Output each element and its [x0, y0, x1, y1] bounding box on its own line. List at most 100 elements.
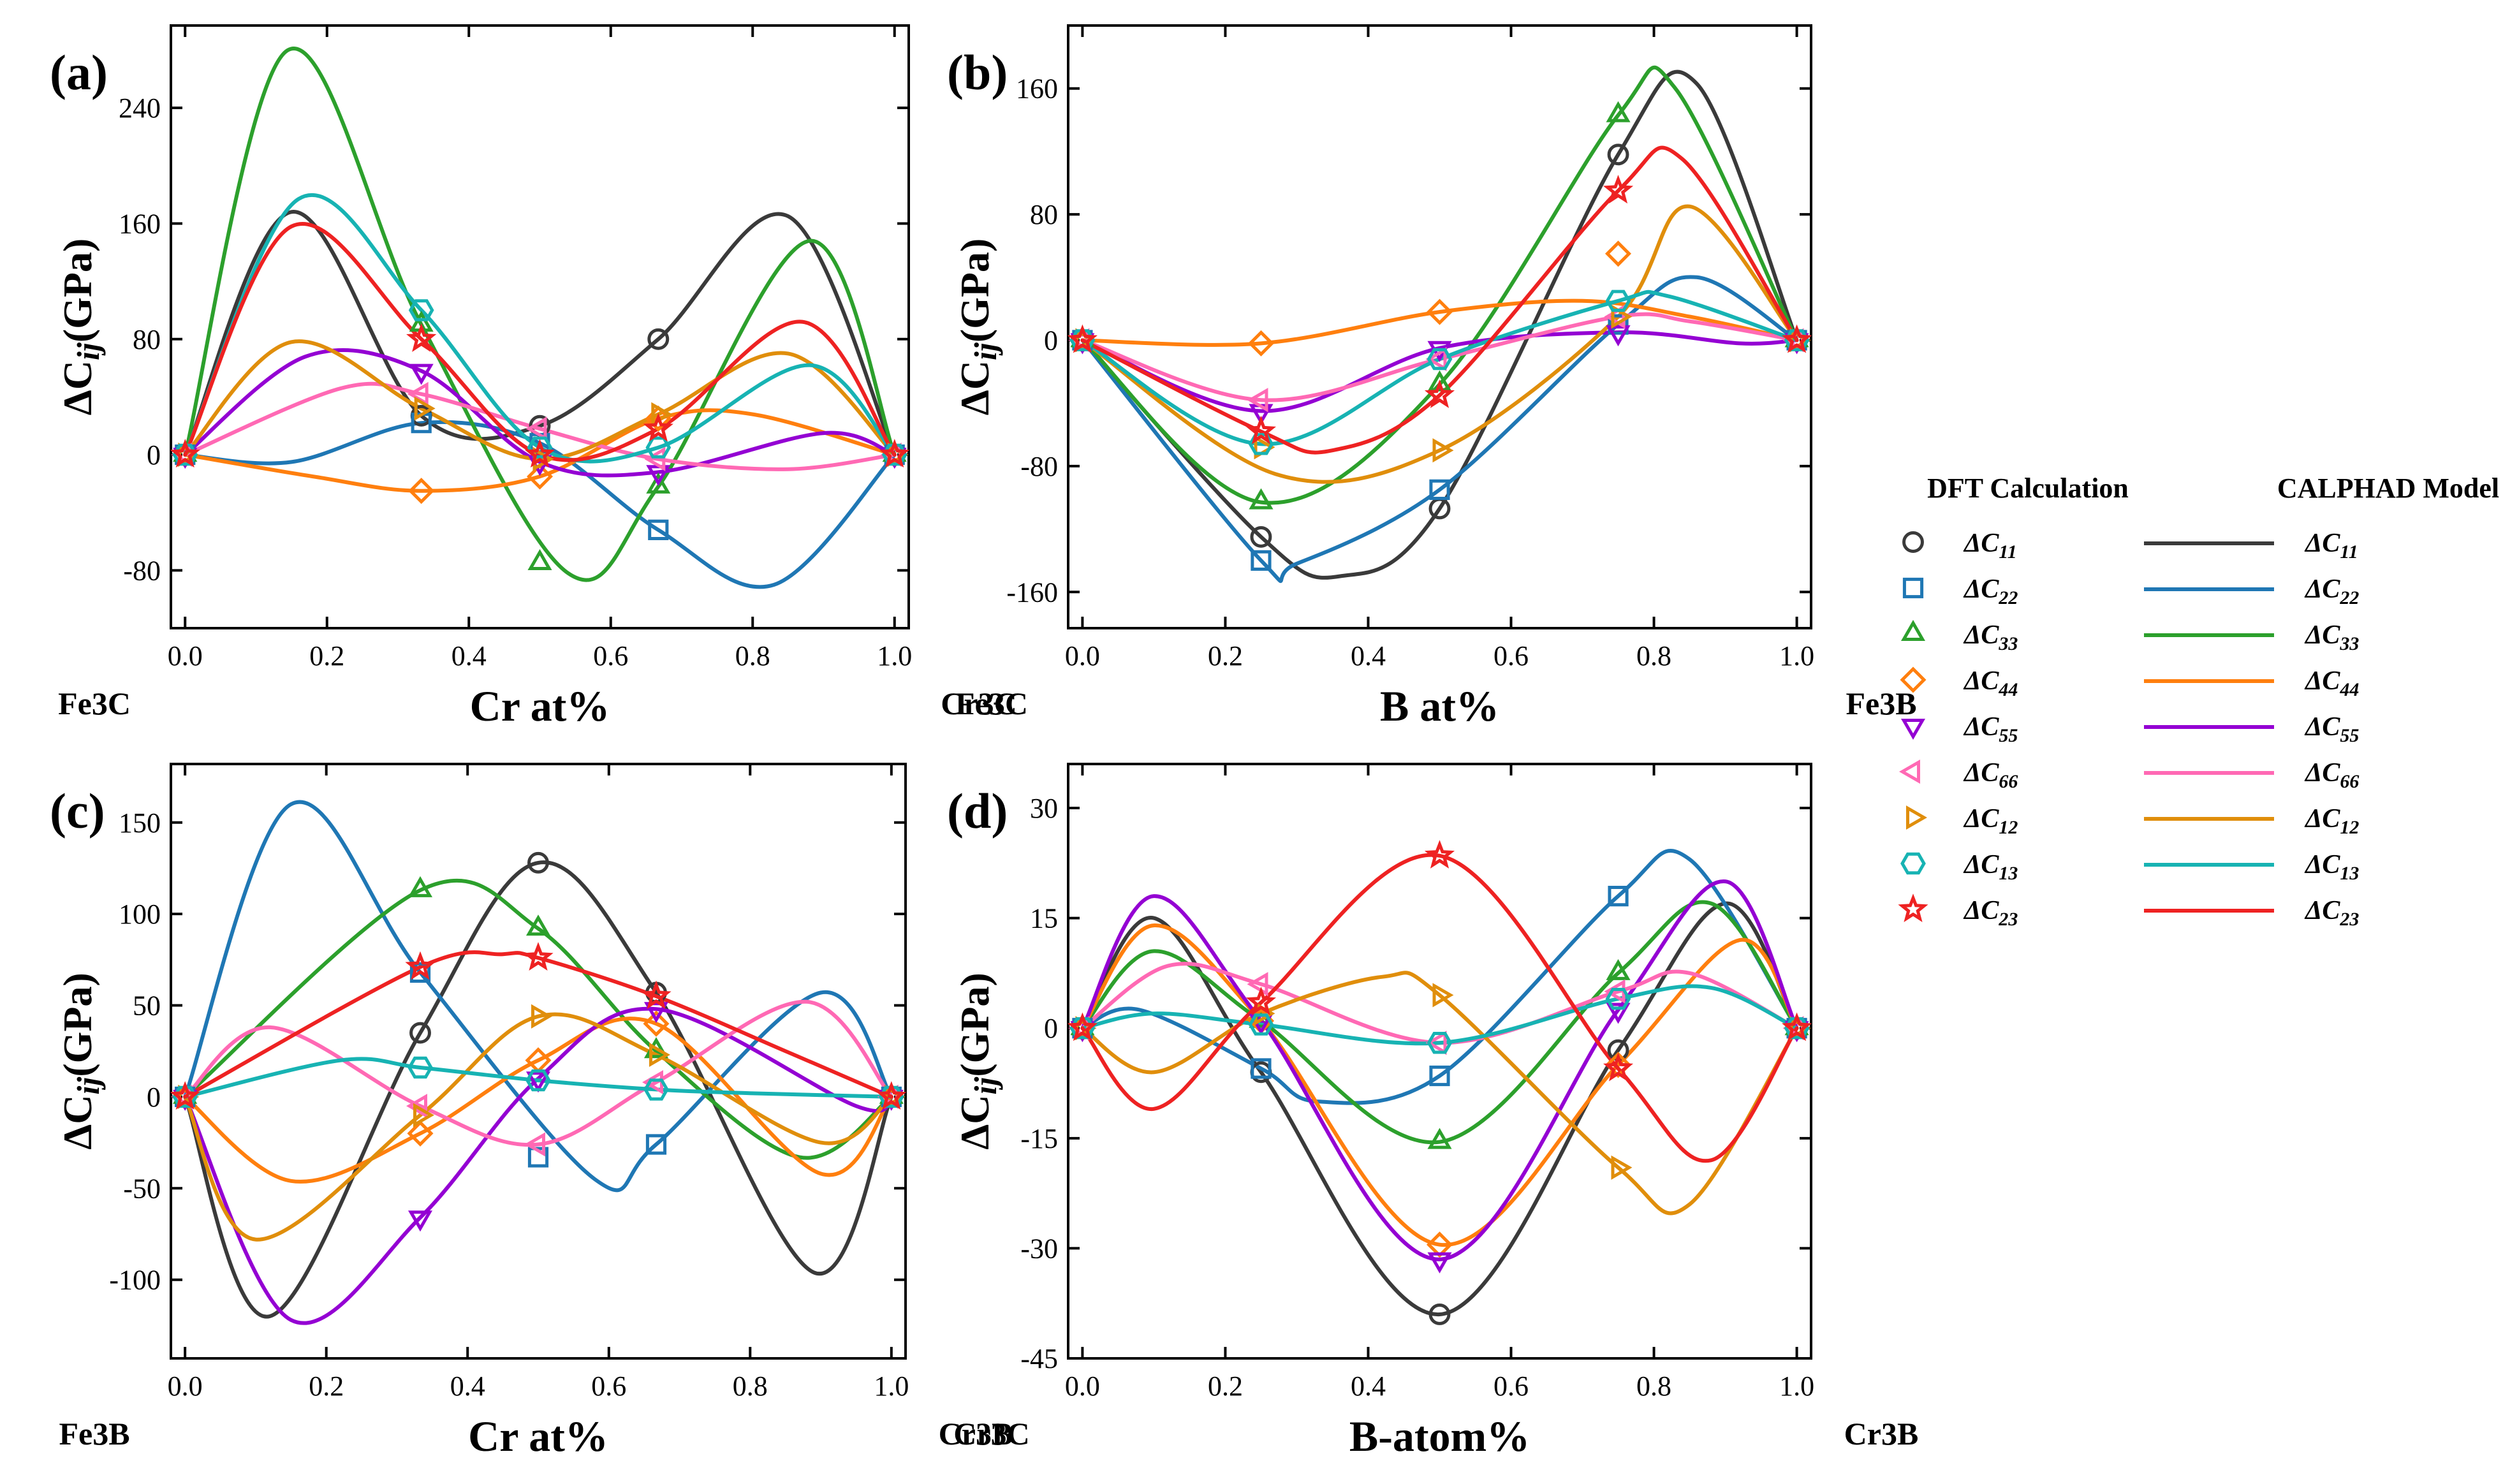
y-tick-label: -30 [1020, 1233, 1058, 1264]
legend-marker-C12 [1906, 805, 1928, 830]
plot-frame [170, 24, 910, 629]
dft-point-C22 [645, 1134, 667, 1155]
dft-point-C11 [527, 851, 549, 874]
dft-point-C13 [408, 299, 434, 321]
dft-point-C66 [1604, 304, 1626, 329]
dft-point-C13 [1427, 348, 1453, 371]
dft-point-C33 [407, 876, 433, 897]
legend-dft-label: ΔC44 [1963, 666, 2018, 700]
dft-point-C22 [1608, 886, 1629, 907]
legend-item-C23: ΔC23 ΔC23 [1898, 893, 2359, 930]
dft-point-C55 [1606, 1003, 1631, 1024]
y-tick-label: 30 [1030, 793, 1058, 824]
legend-marker-C11 [1902, 531, 1924, 553]
model-curve-C33 [183, 47, 897, 582]
model-curve-C13 [1080, 290, 1799, 446]
dft-point-C66 [525, 416, 547, 441]
model-curve-C23 [1080, 853, 1799, 1163]
dft-point-C22 [648, 519, 669, 540]
legend-marker-C66 [1898, 759, 1920, 784]
y-tick-label: -80 [123, 555, 161, 586]
dft-point-C12 [1432, 983, 1454, 1008]
panel-d: 0.0 0.2 0.4 0.6 0.8 1.0 -45 -30 -15 0 15 30 (d) B-ato… [947, 763, 1918, 1460]
legend-item-C55: ΔC55 ΔC55 [1900, 712, 2359, 746]
model-curve-C13 [183, 1057, 893, 1099]
x-tick-label: 1.0 [874, 1370, 909, 1402]
model-curve-C33 [183, 878, 893, 1160]
left-end-label: Cr3C [953, 1416, 1029, 1451]
model-curve-C44 [183, 1017, 893, 1184]
x-tick-label: 0.4 [1351, 640, 1386, 672]
dft-point-C23 [643, 413, 673, 442]
y-tick-label: 15 [1030, 903, 1058, 934]
dft-point-C55 [1606, 325, 1631, 347]
left-end-label: Fe3C [955, 686, 1028, 721]
y-tick-label: 0 [1044, 1013, 1058, 1044]
x-axis-label: Cr at% [470, 682, 610, 730]
dft-point-C11 [1250, 525, 1272, 548]
left-end-label: Fe3C [58, 686, 131, 721]
dft-point-C12 [651, 402, 673, 427]
model-curve-C66 [183, 999, 893, 1147]
panel-label: (d) [947, 783, 1008, 839]
x-tick-label: 0.2 [1208, 1370, 1243, 1402]
model-curve-C22 [183, 800, 893, 1193]
model-curve-C44 [1080, 923, 1799, 1247]
y-axis-label: ΔCij(GPa) [952, 973, 1003, 1150]
panel-a: 0.0 0.2 0.4 0.6 0.8 1.0 -80 0 80 160 240 (a) Cr at% F… [50, 24, 1017, 730]
y-tick-label: 80 [1030, 199, 1058, 230]
model-curve-C55 [1080, 330, 1799, 413]
dft-point-C13 [1605, 988, 1631, 1010]
x-tick-label: 0.2 [309, 1370, 344, 1402]
dft-point-C11 [647, 328, 670, 350]
legend-dft-label: ΔC23 [1963, 896, 2018, 930]
x-tick-label: 0.6 [1494, 1370, 1529, 1402]
legend-model-label: ΔC44 [2304, 666, 2359, 700]
dft-point-C44 [1247, 330, 1275, 356]
dft-point-C55 [643, 1002, 669, 1024]
dft-point-C23 [406, 323, 437, 352]
dft-point-C44 [1426, 298, 1453, 325]
legend-dft-label: ΔC55 [1963, 712, 2018, 746]
y-axis-label: ΔCij(GPa) [952, 239, 1003, 416]
dft-point-C12 [531, 1004, 552, 1029]
y-tick-label: 150 [119, 807, 161, 839]
y-tick-label: 160 [119, 208, 161, 239]
legend-dft-label: ΔC22 [1963, 575, 2018, 608]
dft-point-C33 [525, 915, 551, 936]
x-tick-label: 0.8 [733, 1370, 768, 1402]
y-tick-label: -100 [109, 1265, 161, 1296]
legend-marker-C44 [1900, 666, 1927, 693]
model-curve-C44 [183, 408, 897, 493]
legend-marker-C23 [1898, 893, 1928, 922]
dft-point-C23 [1603, 175, 1634, 204]
x-axis-label: B at% [1380, 682, 1499, 730]
dft-point-C23 [1067, 324, 1098, 353]
model-curve-C23 [183, 950, 893, 1099]
dft-point-C44 [1604, 240, 1632, 267]
x-tick-label: 1.0 [1779, 640, 1814, 672]
legend-dft-label: ΔC12 [1963, 804, 2018, 838]
x-tick-label: 0.4 [451, 640, 487, 672]
legend-item-C66: ΔC66 ΔC66 [1898, 758, 2359, 792]
dft-point-C22 [1251, 550, 1272, 571]
dft-point-C13 [1248, 1013, 1274, 1036]
x-tick-label: 0.4 [1351, 1370, 1386, 1402]
y-tick-label: 80 [133, 324, 161, 355]
dft-point-C66 [407, 381, 429, 406]
plot-frame [1067, 763, 1812, 1360]
x-tick-label: 1.0 [877, 640, 912, 672]
right-end-label: Cr3B [939, 1416, 1013, 1451]
dft-point-C44 [526, 463, 554, 490]
dft-point-C23 [405, 951, 436, 980]
dft-point-C23 [1781, 324, 1812, 353]
model-curve-C23 [1080, 145, 1799, 455]
y-tick-label: 160 [1016, 73, 1058, 105]
model-curve-C44 [1080, 298, 1799, 347]
dft-point-C13 [643, 1078, 669, 1101]
left-end-label: Fe3B [59, 1416, 129, 1451]
dft-point-C66 [1247, 972, 1268, 997]
panel-label: (c) [50, 783, 105, 839]
dft-point-C23 [1782, 1012, 1812, 1041]
dft-point-C23 [879, 439, 910, 468]
